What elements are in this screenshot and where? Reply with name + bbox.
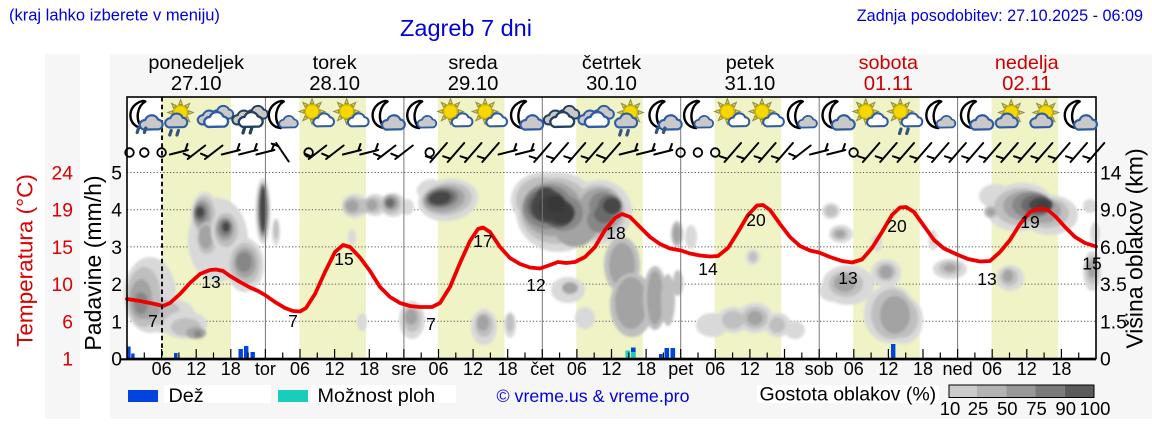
svg-text:06: 06 [982, 359, 1002, 379]
svg-text:Zagreb 7 dni: Zagreb 7 dni [400, 15, 532, 41]
svg-text:18: 18 [498, 359, 518, 379]
svg-text:12: 12 [325, 359, 345, 379]
svg-text:Možnost ploh: Možnost ploh [318, 385, 436, 407]
svg-text:čet: čet [530, 359, 554, 379]
svg-text:3.5: 3.5 [1100, 275, 1127, 296]
svg-text:Višina oblakov (km): Višina oblakov (km) [1122, 148, 1148, 348]
svg-text:sob: sob [805, 359, 834, 379]
svg-text:12: 12 [878, 359, 898, 379]
svg-text:12: 12 [463, 359, 483, 379]
svg-text:5: 5 [111, 164, 122, 185]
svg-text:6.0: 6.0 [1100, 238, 1127, 259]
svg-text:(kraj lahko izberete v meniju): (kraj lahko izberete v meniju) [9, 7, 220, 25]
svg-text:sreda: sreda [448, 52, 497, 74]
svg-text:torek: torek [313, 52, 357, 74]
svg-text:30.10: 30.10 [586, 73, 637, 95]
svg-text:18: 18 [221, 359, 241, 379]
svg-text:1.5: 1.5 [1100, 312, 1127, 333]
svg-text:20: 20 [746, 210, 766, 230]
svg-text:0: 0 [111, 350, 122, 371]
svg-text:0: 0 [1100, 350, 1111, 371]
svg-text:petek: petek [726, 52, 775, 74]
svg-text:pet: pet [668, 359, 693, 379]
svg-text:12: 12 [601, 359, 621, 379]
svg-text:25: 25 [968, 398, 989, 419]
svg-text:1: 1 [62, 350, 73, 371]
svg-text:29.10: 29.10 [448, 73, 499, 95]
svg-text:14: 14 [1100, 164, 1122, 185]
svg-text:ponedeljek: ponedeljek [148, 52, 244, 74]
svg-text:7: 7 [288, 311, 298, 331]
svg-text:18: 18 [775, 359, 795, 379]
svg-text:Zadnja posodobitev: 27.10.2025: Zadnja posodobitev: 27.10.2025 - 06:09 [857, 7, 1143, 25]
svg-text:15: 15 [1082, 254, 1101, 274]
svg-text:75: 75 [1026, 398, 1047, 419]
svg-text:14: 14 [698, 259, 718, 279]
svg-text:3: 3 [111, 238, 122, 259]
svg-text:31.10: 31.10 [725, 73, 776, 95]
svg-text:18: 18 [1051, 359, 1071, 379]
svg-text:6: 6 [62, 312, 73, 333]
svg-text:20: 20 [887, 216, 907, 236]
svg-text:12: 12 [740, 359, 760, 379]
svg-text:2: 2 [111, 275, 122, 296]
svg-text:18: 18 [636, 359, 656, 379]
svg-text:Temperatura (°C): Temperatura (°C) [13, 174, 38, 347]
svg-text:06: 06 [567, 359, 587, 379]
svg-text:24: 24 [52, 164, 74, 185]
svg-text:sre: sre [391, 359, 416, 379]
svg-text:27.10: 27.10 [171, 73, 222, 95]
svg-text:01.11: 01.11 [864, 73, 913, 95]
svg-text:02.11: 02.11 [1002, 73, 1051, 95]
svg-text:15: 15 [52, 238, 73, 259]
svg-text:10: 10 [52, 275, 73, 296]
svg-text:06: 06 [290, 359, 310, 379]
svg-text:sobota: sobota [859, 52, 918, 74]
svg-text:18: 18 [913, 359, 933, 379]
svg-text:17: 17 [473, 231, 492, 251]
svg-text:7: 7 [148, 311, 158, 331]
svg-text:12: 12 [526, 275, 545, 295]
svg-text:06: 06 [844, 359, 864, 379]
svg-text:15: 15 [334, 249, 353, 269]
svg-text:7: 7 [426, 314, 436, 334]
svg-text:13: 13 [838, 268, 857, 288]
svg-text:četrtek: četrtek [582, 52, 641, 74]
svg-text:28.10: 28.10 [309, 73, 360, 95]
svg-text:Gostota oblakov (%): Gostota oblakov (%) [760, 384, 937, 406]
svg-text:12: 12 [1017, 359, 1037, 379]
svg-text:Dež: Dež [169, 385, 204, 407]
svg-text:06: 06 [152, 359, 172, 379]
svg-text:ned: ned [943, 359, 973, 379]
svg-text:10: 10 [940, 398, 961, 419]
svg-text:06: 06 [705, 359, 725, 379]
svg-text:19: 19 [1020, 212, 1039, 232]
svg-text:nedelja: nedelja [995, 52, 1059, 74]
svg-text:50: 50 [997, 398, 1018, 419]
svg-text:© vreme.us & vreme.pro: © vreme.us & vreme.pro [497, 386, 690, 406]
svg-text:19: 19 [52, 201, 73, 222]
svg-text:12: 12 [186, 359, 206, 379]
svg-text:Padavine (mm/h): Padavine (mm/h) [80, 175, 106, 350]
svg-text:4: 4 [111, 201, 122, 222]
svg-text:18: 18 [359, 359, 379, 379]
svg-text:06: 06 [428, 359, 448, 379]
svg-text:tor: tor [255, 359, 276, 379]
svg-text:1: 1 [111, 312, 122, 333]
svg-text:13: 13 [201, 272, 220, 292]
svg-text:100: 100 [1080, 398, 1111, 419]
svg-text:13: 13 [977, 269, 996, 289]
svg-text:9.0: 9.0 [1100, 201, 1127, 222]
svg-text:90: 90 [1055, 398, 1076, 419]
svg-text:18: 18 [606, 223, 625, 243]
